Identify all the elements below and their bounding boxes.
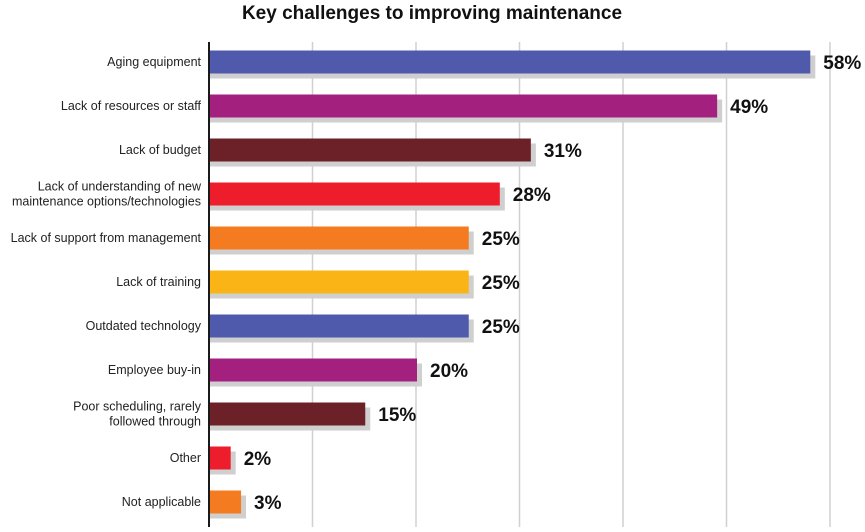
bar-2 — [210, 94, 718, 118]
category-label-6: Lack of training — [116, 275, 201, 289]
category-label-line: Aging equipment — [107, 55, 201, 69]
category-label-1: Aging equipment — [107, 55, 201, 69]
bar-9 — [210, 402, 366, 426]
bar-1 — [210, 50, 811, 74]
category-label-line: Lack of resources or staff — [61, 99, 202, 113]
category-label-line: Poor scheduling, rarely — [73, 400, 202, 414]
chart-title: Key challenges to improving maintenance — [242, 3, 622, 24]
category-label-4: Lack of understanding of new maintenance … — [12, 180, 202, 209]
category-label-8: Employee buy-in — [108, 363, 201, 377]
category-label-line: Lack of training — [116, 275, 201, 289]
bar-3 — [210, 138, 531, 162]
value-label-11: 3% — [254, 493, 282, 514]
value-label-4: 28% — [513, 185, 551, 206]
category-label-line: Lack of support from management — [11, 231, 202, 245]
bar-7 — [210, 314, 469, 338]
category-label-line: Other — [170, 451, 201, 465]
value-label-10: 2% — [244, 449, 272, 470]
category-labels: Aging equipment Lack of resources or staf… — [11, 55, 202, 509]
category-label-line: Lack of budget — [119, 143, 202, 157]
grid-lines — [311, 42, 831, 527]
category-label-9: Poor scheduling, rarely followed through — [73, 400, 202, 429]
bar-4 — [210, 182, 500, 206]
category-label-line: followed through — [109, 415, 201, 429]
category-label-line: maintenance options/technologies — [12, 195, 201, 209]
value-label-7: 25% — [482, 317, 520, 338]
value-labels: 58% 49% 31% 28% 25% 25% 25% 20% 15% 2% 3% — [244, 53, 862, 514]
category-label-2: Lack of resources or staff — [61, 99, 202, 113]
category-label-10: Other — [170, 451, 201, 465]
category-label-11: Not applicable — [122, 495, 201, 509]
bars — [210, 50, 816, 519]
bar-6 — [210, 270, 469, 294]
value-label-1: 58% — [823, 53, 861, 74]
value-label-5: 25% — [482, 229, 520, 250]
bar-5 — [210, 226, 469, 250]
category-label-7: Outdated technology — [86, 319, 202, 333]
value-label-8: 20% — [430, 361, 468, 382]
category-label-3: Lack of budget — [119, 143, 202, 157]
category-label-line: Outdated technology — [86, 319, 202, 333]
value-label-9: 15% — [378, 405, 416, 426]
bar-8 — [210, 358, 417, 382]
bar-10 — [210, 446, 231, 470]
category-label-5: Lack of support from management — [11, 231, 202, 245]
category-label-line: Employee buy-in — [108, 363, 201, 377]
bar-11 — [210, 490, 242, 514]
value-label-6: 25% — [482, 273, 520, 294]
category-label-line: Lack of understanding of new — [38, 180, 202, 194]
value-label-2: 49% — [730, 97, 768, 118]
category-label-line: Not applicable — [122, 495, 201, 509]
value-label-3: 31% — [544, 141, 582, 162]
